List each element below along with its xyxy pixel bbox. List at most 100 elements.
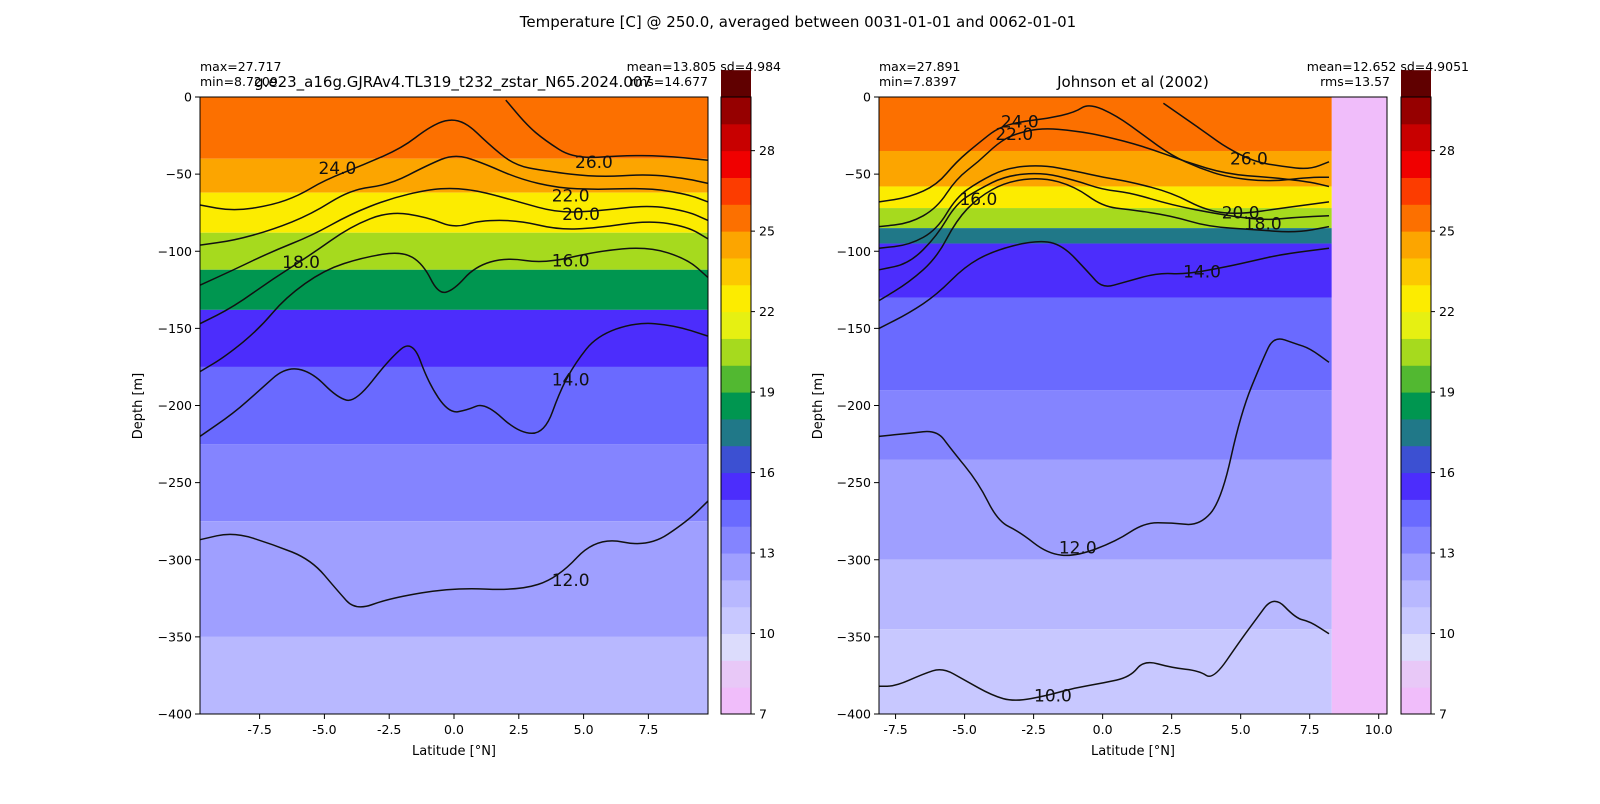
colorbar-tick-label: 22 (1439, 304, 1455, 319)
colorbar-segment (721, 338, 751, 366)
colorbar-tick-label: 19 (1439, 385, 1455, 400)
y-tick-label: −350 (158, 629, 192, 644)
colorbar-segment (1401, 365, 1431, 393)
colorbar: 7 10 13 16 19 22 25 28 (1400, 70, 1455, 722)
stats-right-rms: rms=14.677 (630, 74, 708, 89)
y-axis-ticks: 0 −50 −100 −150 −200 −250 −300 −350 −400 (837, 90, 879, 722)
contour-label: 12.0 (552, 571, 590, 591)
colorbar: 7 10 13 16 19 22 25 28 (720, 70, 775, 722)
y-tick-label: −400 (158, 707, 192, 722)
y-tick-label: 0 (863, 90, 871, 105)
contour-line (878, 172, 1330, 271)
heatmap-layer (879, 629, 1332, 714)
colorbar-segment (1401, 606, 1431, 635)
contour-line (199, 187, 709, 286)
colorbar-segment (1401, 231, 1431, 259)
colorbar-segment (721, 660, 751, 688)
contour-label: 14.0 (552, 370, 590, 390)
heatmap-layer (879, 297, 1332, 391)
colorbar-segment (1401, 553, 1431, 581)
y-tick-label: −300 (158, 552, 192, 567)
contour-label: 24.0 (1001, 113, 1039, 133)
colorbar-segment (1401, 70, 1431, 98)
heatmap-layer (879, 459, 1332, 560)
y-tick-label: −300 (837, 552, 871, 567)
colorbar-segment (721, 365, 751, 393)
colorbar-segment (721, 579, 751, 608)
contour-label: 16.0 (959, 190, 997, 210)
contour-label: 22.0 (552, 187, 590, 207)
y-tick-label: −350 (837, 629, 871, 644)
colorbar-tick-label: 16 (1439, 465, 1455, 480)
colorbar-tick-label: 19 (759, 385, 775, 400)
colorbar-segment (1401, 526, 1431, 554)
x-tick-label: -7.5 (883, 722, 907, 737)
y-tick-label: −200 (837, 398, 871, 413)
contour-line (878, 177, 1330, 302)
heatmap-layer (200, 232, 708, 270)
x-tick-label: 5.0 (574, 722, 594, 737)
contour-label: 16.0 (552, 252, 590, 272)
colorbar-tick-label: 13 (1439, 546, 1455, 561)
contour-line (199, 322, 709, 438)
y-tick-label: −250 (837, 475, 871, 490)
heatmap-layer (879, 97, 1332, 151)
colorbar-tick-label: 10 (1439, 626, 1455, 641)
colorbar-tick-label: 10 (759, 626, 775, 641)
colorbar-segment (1401, 660, 1431, 688)
contour-line (878, 128, 1330, 228)
contour-line (199, 119, 709, 211)
colorbar-segment (721, 177, 751, 205)
contour-line (878, 105, 1329, 203)
colorbar-segment (721, 472, 751, 500)
colorbar-segment (1401, 687, 1431, 715)
colorbar-segment (1401, 418, 1431, 447)
colorbar-tick-label: 13 (759, 546, 775, 561)
contour-line (878, 240, 1330, 330)
colorbar-segment (721, 445, 751, 474)
colorbar-segment (721, 97, 751, 125)
colorbar-tick-label: 28 (1439, 143, 1455, 158)
contour-label: 12.0 (1059, 538, 1097, 558)
y-axis-ticks: 0 −50 −100 −150 −200 −250 −300 −350 −400 (158, 90, 200, 722)
colorbar-segment (1401, 445, 1431, 474)
no-data-region (1331, 97, 1387, 714)
colorbar-segment (721, 687, 751, 715)
colorbar-segment (721, 553, 751, 581)
colorbar-segment (721, 150, 751, 178)
panel-model: max=27.717 min=8.7209 mean=13.805 sd=4.9… (131, 59, 781, 759)
contour-label: 10.0 (1034, 686, 1072, 706)
x-tick-label: 7.5 (638, 722, 658, 737)
stats-left-max: max=27.717 (200, 59, 281, 74)
heatmap-layer (200, 444, 708, 522)
colorbar-segment (1401, 97, 1431, 125)
x-tick-label: 10.0 (1365, 722, 1393, 737)
colorbar-segment (721, 231, 751, 259)
x-tick-label: -5.0 (312, 722, 336, 737)
y-tick-label: −100 (837, 244, 871, 259)
colorbar-segment (1401, 257, 1431, 286)
x-axis-ticks: -7.5 -5.0 -2.5 0.0 2.5 5.0 7.5 10.0 (883, 714, 1393, 737)
colorbar-segment (721, 123, 751, 152)
x-axis-ticks: -7.5 -5.0 -2.5 0.0 2.5 5.0 7.5 (247, 714, 658, 737)
colorbar-tick-label: 7 (759, 707, 767, 722)
contour-label: 20.0 (1222, 204, 1260, 224)
contour-lines: 12.0 14.0 16.0 18.0 20.022.0 24.0 26.0 (199, 99, 709, 608)
colorbar-segment (1401, 338, 1431, 366)
contour-label: 22.0 (995, 125, 1033, 145)
contour-line (199, 212, 709, 325)
x-tick-label: 2.5 (509, 722, 529, 737)
heatmap-layer (879, 228, 1332, 244)
x-tick-label: 0.0 (1093, 722, 1113, 737)
colorbar-segment (1401, 633, 1431, 661)
colorbar-segment (721, 606, 751, 635)
colorbar-segment (721, 499, 751, 527)
x-tick-label: 2.5 (1162, 722, 1182, 737)
heatmap-layer (879, 390, 1332, 460)
stats-left-min: min=8.7209 (200, 74, 278, 89)
colorbar-segment (1401, 472, 1431, 500)
y-axis-label: Depth [m] (131, 373, 146, 440)
heatmap-layer (200, 636, 708, 714)
heatmap-cells (200, 97, 708, 714)
